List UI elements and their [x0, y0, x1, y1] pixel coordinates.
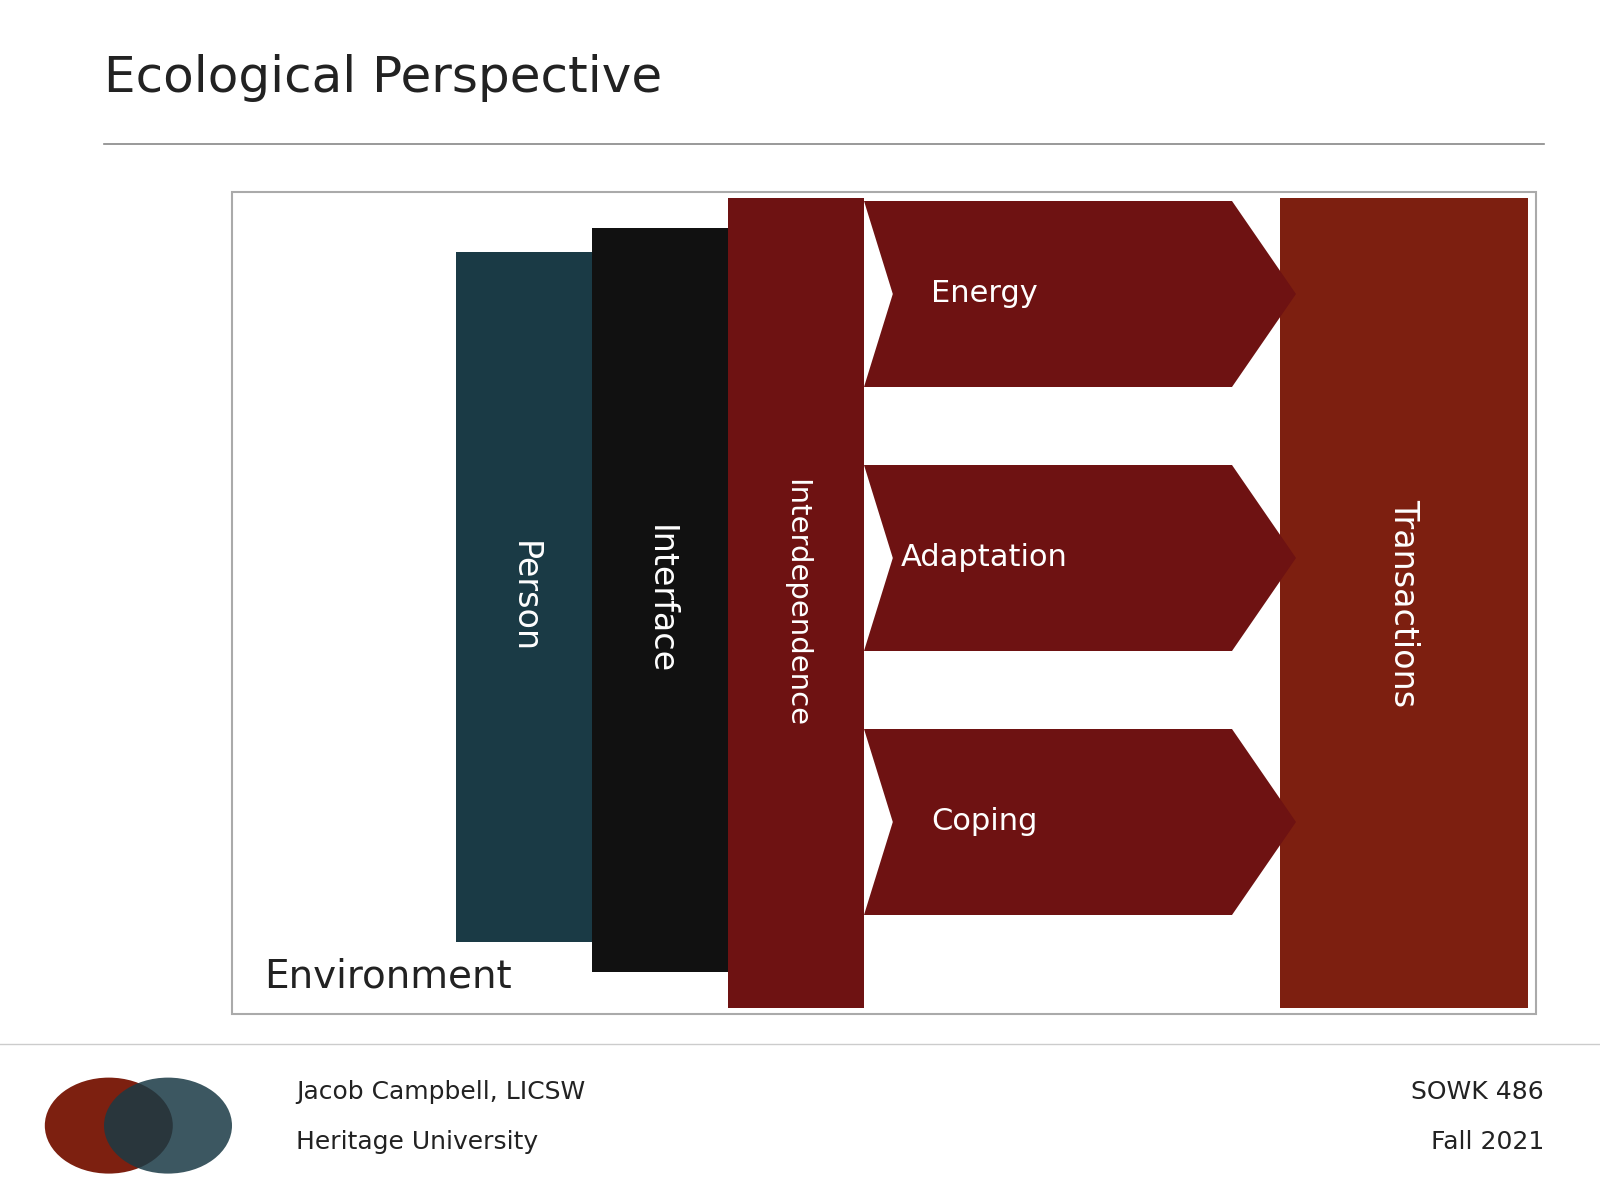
Bar — [728, 198, 864, 1008]
Bar — [592, 228, 728, 972]
Circle shape — [45, 1078, 173, 1174]
Circle shape — [104, 1078, 232, 1174]
Text: Ecological Perspective: Ecological Perspective — [104, 54, 662, 102]
Bar — [1280, 198, 1528, 1008]
Text: Environment: Environment — [264, 958, 512, 996]
FancyBboxPatch shape — [232, 192, 1536, 1014]
Text: SOWK 486: SOWK 486 — [1411, 1080, 1544, 1104]
Text: Adaptation: Adaptation — [901, 544, 1067, 572]
Polygon shape — [864, 200, 1296, 386]
Text: Heritage University: Heritage University — [296, 1130, 538, 1154]
Text: Interface: Interface — [643, 526, 677, 674]
Text: Coping: Coping — [931, 808, 1037, 836]
Polygon shape — [864, 464, 1296, 650]
Polygon shape — [864, 728, 1296, 914]
Text: Person: Person — [507, 541, 541, 653]
Text: Jacob Campbell, LICSW: Jacob Campbell, LICSW — [296, 1080, 586, 1104]
Text: Energy: Energy — [931, 280, 1037, 308]
Bar — [456, 252, 592, 942]
Text: Interdependence: Interdependence — [782, 479, 810, 727]
Text: Fall 2021: Fall 2021 — [1430, 1130, 1544, 1154]
Text: Transactions: Transactions — [1387, 499, 1421, 707]
